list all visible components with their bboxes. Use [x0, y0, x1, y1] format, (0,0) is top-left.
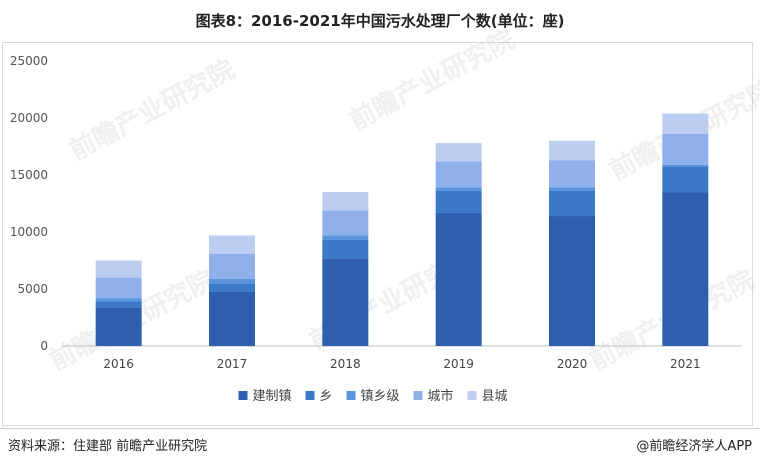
x-tick-label: 2016 — [103, 357, 134, 371]
bar-segment — [435, 190, 482, 213]
x-tick-label: 2020 — [557, 357, 588, 371]
bar-segment — [209, 278, 255, 284]
footer-divider — [0, 428, 760, 429]
bar-segment — [662, 113, 709, 134]
y-tick-label: 5000 — [17, 282, 48, 296]
y-tick-label: 0 — [40, 339, 48, 353]
bar-segment — [662, 164, 709, 168]
bar-segment — [549, 140, 595, 161]
bar-segment — [95, 307, 142, 346]
brand-credit: @前瞻经济学人APP — [636, 439, 752, 454]
bar-segment — [435, 187, 482, 191]
bar-segment — [322, 210, 369, 236]
bar-segment — [435, 143, 482, 162]
legend-label: 乡 — [320, 389, 333, 404]
y-tick-label: 20000 — [10, 111, 48, 125]
bar-segment — [549, 190, 595, 217]
bar-segment — [95, 260, 142, 278]
legend-swatch — [346, 391, 356, 400]
bar-segment — [549, 160, 595, 188]
legend-swatch — [305, 391, 315, 400]
x-tick-label: 2017 — [217, 357, 248, 371]
legend-label: 建制镇 — [253, 389, 292, 404]
bar-segment — [209, 235, 255, 254]
y-tick-label: 15000 — [10, 168, 48, 182]
bar-segment — [662, 167, 709, 193]
legend-swatch — [467, 391, 477, 400]
bar-segment — [209, 291, 255, 346]
legend-label: 城市 — [428, 388, 454, 404]
bar-segment — [322, 239, 369, 259]
bar-segment — [322, 258, 369, 346]
bar-segment — [209, 253, 255, 279]
legend-swatch — [238, 391, 248, 400]
legend-swatch — [413, 391, 423, 400]
bar-segment — [662, 192, 709, 346]
bar-segment — [209, 283, 255, 292]
bar-segment — [662, 133, 709, 165]
bar-segment — [322, 235, 369, 240]
x-tick-label: 2019 — [443, 357, 474, 371]
bar-segment — [435, 212, 482, 346]
bar-segment — [95, 301, 142, 308]
source-note: 资料来源：住建部 前瞻产业研究院 — [8, 439, 208, 454]
stacked-bar-chart: 0 5000 10000 15000 20000 25000 2016 2017 2018 201… — [10, 54, 742, 404]
chart-title: 图表8：2016-2021年中国污水处理厂个数(单位：座) — [195, 12, 565, 30]
chart-frame — [2, 42, 753, 426]
bar-segment — [549, 187, 595, 191]
y-tick-label: 25000 — [10, 54, 48, 68]
legend-label: 县城 — [482, 389, 508, 404]
x-tick-label: 2018 — [330, 357, 361, 371]
y-tick-label: 10000 — [10, 225, 48, 239]
bar-segment — [435, 161, 482, 188]
bar-segment — [95, 298, 142, 302]
legend-label: 镇乡级 — [361, 389, 400, 404]
bar-segment — [95, 277, 142, 299]
x-tick-label: 2021 — [670, 357, 701, 371]
bar-segment — [549, 216, 595, 346]
bar-segment — [322, 192, 369, 211]
